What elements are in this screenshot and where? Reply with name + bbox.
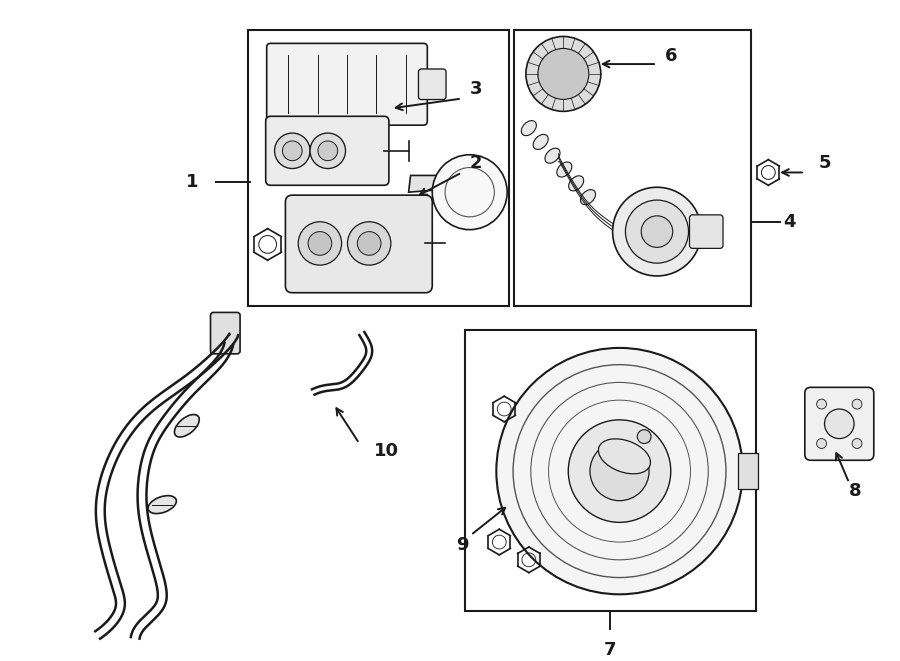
Circle shape [590,442,649,500]
Circle shape [538,48,589,99]
Ellipse shape [545,148,560,163]
Circle shape [852,399,862,409]
Circle shape [318,141,338,161]
Circle shape [283,141,302,161]
Text: 10: 10 [374,442,399,461]
Text: 8: 8 [849,482,861,500]
FancyBboxPatch shape [285,195,432,293]
Text: 6: 6 [665,47,678,65]
Circle shape [637,430,651,444]
Text: 7: 7 [603,641,616,658]
Text: 1: 1 [186,173,199,191]
Text: 5: 5 [819,153,831,172]
Ellipse shape [175,414,199,437]
Bar [248,30,509,305]
Circle shape [824,409,854,439]
Text: 2: 2 [470,153,482,172]
Ellipse shape [569,176,584,191]
Circle shape [298,221,342,265]
Ellipse shape [521,120,536,136]
Circle shape [816,399,826,409]
Circle shape [432,155,508,229]
Bar [738,453,758,489]
Circle shape [496,348,742,594]
Circle shape [274,133,310,169]
FancyBboxPatch shape [266,44,428,125]
Text: 3: 3 [470,80,482,98]
Text: 4: 4 [783,213,796,231]
FancyBboxPatch shape [211,313,240,354]
Text: 9: 9 [456,536,469,554]
Ellipse shape [533,134,548,149]
FancyBboxPatch shape [805,387,874,460]
Ellipse shape [580,190,596,205]
Circle shape [626,200,688,263]
Circle shape [308,231,332,255]
Circle shape [568,420,670,522]
Circle shape [641,216,672,247]
Bar [514,30,751,305]
Circle shape [357,231,381,255]
Circle shape [852,439,862,448]
Circle shape [310,133,346,169]
Circle shape [526,36,601,111]
FancyBboxPatch shape [418,69,446,100]
Ellipse shape [598,439,651,474]
Polygon shape [409,175,446,192]
Ellipse shape [557,162,572,177]
Bar [464,330,755,611]
Circle shape [816,439,826,448]
FancyBboxPatch shape [689,215,723,249]
Circle shape [347,221,391,265]
FancyBboxPatch shape [266,116,389,185]
Ellipse shape [148,496,176,514]
Circle shape [613,187,701,276]
